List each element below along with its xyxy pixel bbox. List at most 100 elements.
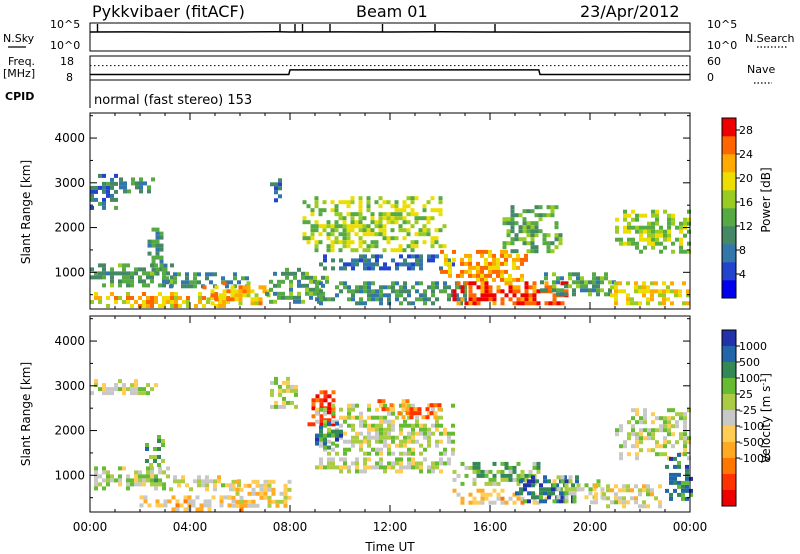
power-cell [358,220,363,225]
power-cell [554,237,559,242]
power-cell [102,263,106,268]
velocity-cell [669,472,673,477]
velocity-cell [187,495,192,500]
velocity-cell [492,477,497,482]
power-cell [370,212,375,217]
power-cell [488,249,492,254]
velocity-cell [138,474,142,479]
power-cell [534,225,539,230]
power-cell [484,281,489,286]
power-cell [626,297,630,302]
power-colorbar-tick-label: 20 [739,172,753,185]
power-cell [524,297,529,302]
velocity-cell [635,456,639,461]
power-cell [659,233,663,238]
power-cell [546,241,551,246]
power-cell [367,258,371,263]
power-cell [342,236,347,241]
velocity-cell [622,488,626,493]
x-tick-label: 00:00 [673,520,708,534]
power-cell [651,237,655,242]
power-cell [382,232,387,237]
power-cell [435,281,439,286]
velocity-cell [635,452,639,457]
velocity-cell [286,376,290,381]
power-cell [556,301,561,306]
velocity-cell [223,495,228,500]
power-cell [193,280,197,285]
power-cell [658,301,662,306]
velocity-cell [415,419,419,424]
velocity-cell [339,469,343,474]
power-cell [102,283,106,288]
velocity-cell [323,411,327,416]
velocity-cell [201,483,205,488]
velocity-region-0 [90,379,158,396]
velocity-cell [443,431,447,436]
power-cell [350,228,355,233]
power-cell [651,245,655,250]
power-cell [576,280,580,285]
power-cell [297,283,301,288]
velocity-cell [614,492,618,497]
velocity-cell [528,473,533,478]
power-cell [358,244,363,249]
velocity-cell [427,411,431,416]
velocity-cell [122,391,126,396]
velocity-cell [669,496,673,501]
power-cell [492,277,496,282]
velocity-cell [335,429,339,434]
power-cell [659,241,663,246]
velocity-cell [331,433,335,438]
power-cell [468,257,472,262]
power-cell [214,292,218,296]
velocity-cell [552,479,557,484]
power-cell [526,249,531,254]
power-cell [370,232,375,237]
power-cell [682,301,686,306]
velocity-cell [173,479,177,484]
power-cell [524,301,529,306]
velocity-cell [658,484,662,489]
power-cell [234,293,239,298]
power-cell [218,293,223,298]
power-cell [313,275,317,280]
velocity-cell [685,480,689,485]
power-cell [326,220,331,225]
velocity-cell [631,424,635,429]
power-cell [516,265,520,270]
velocity-cell [130,391,134,396]
power-cell [663,237,667,242]
velocity-cell [451,423,455,428]
velocity-region-9 [315,421,343,450]
power-cell [468,253,472,258]
velocity-cell [552,499,557,504]
velocity-cell [452,469,457,474]
velocity-cell [278,404,282,409]
power-cell [94,271,98,276]
velocity-cell [439,431,443,436]
power-cell [166,300,170,304]
velocity-cell [395,469,399,474]
velocity-cell [94,474,98,479]
power-cell [359,258,363,263]
velocity-cell [523,483,527,488]
velocity-cell [383,427,387,432]
power-cell [163,267,168,272]
velocity-cell [270,392,274,397]
power-cell [166,271,170,276]
velocity-cell [623,444,627,449]
power-cell [173,272,177,277]
velocity-cell [335,433,339,438]
power-cell [193,272,197,277]
power-cell [391,285,395,290]
power-cell [667,217,671,222]
power-cell [504,293,509,298]
velocity-cell [663,420,667,425]
power-cell [202,285,207,290]
velocity-cell [407,439,411,444]
velocity-cell [580,487,585,492]
power-cell [205,276,209,281]
velocity-cell [94,470,98,475]
velocity-cell [282,404,286,409]
